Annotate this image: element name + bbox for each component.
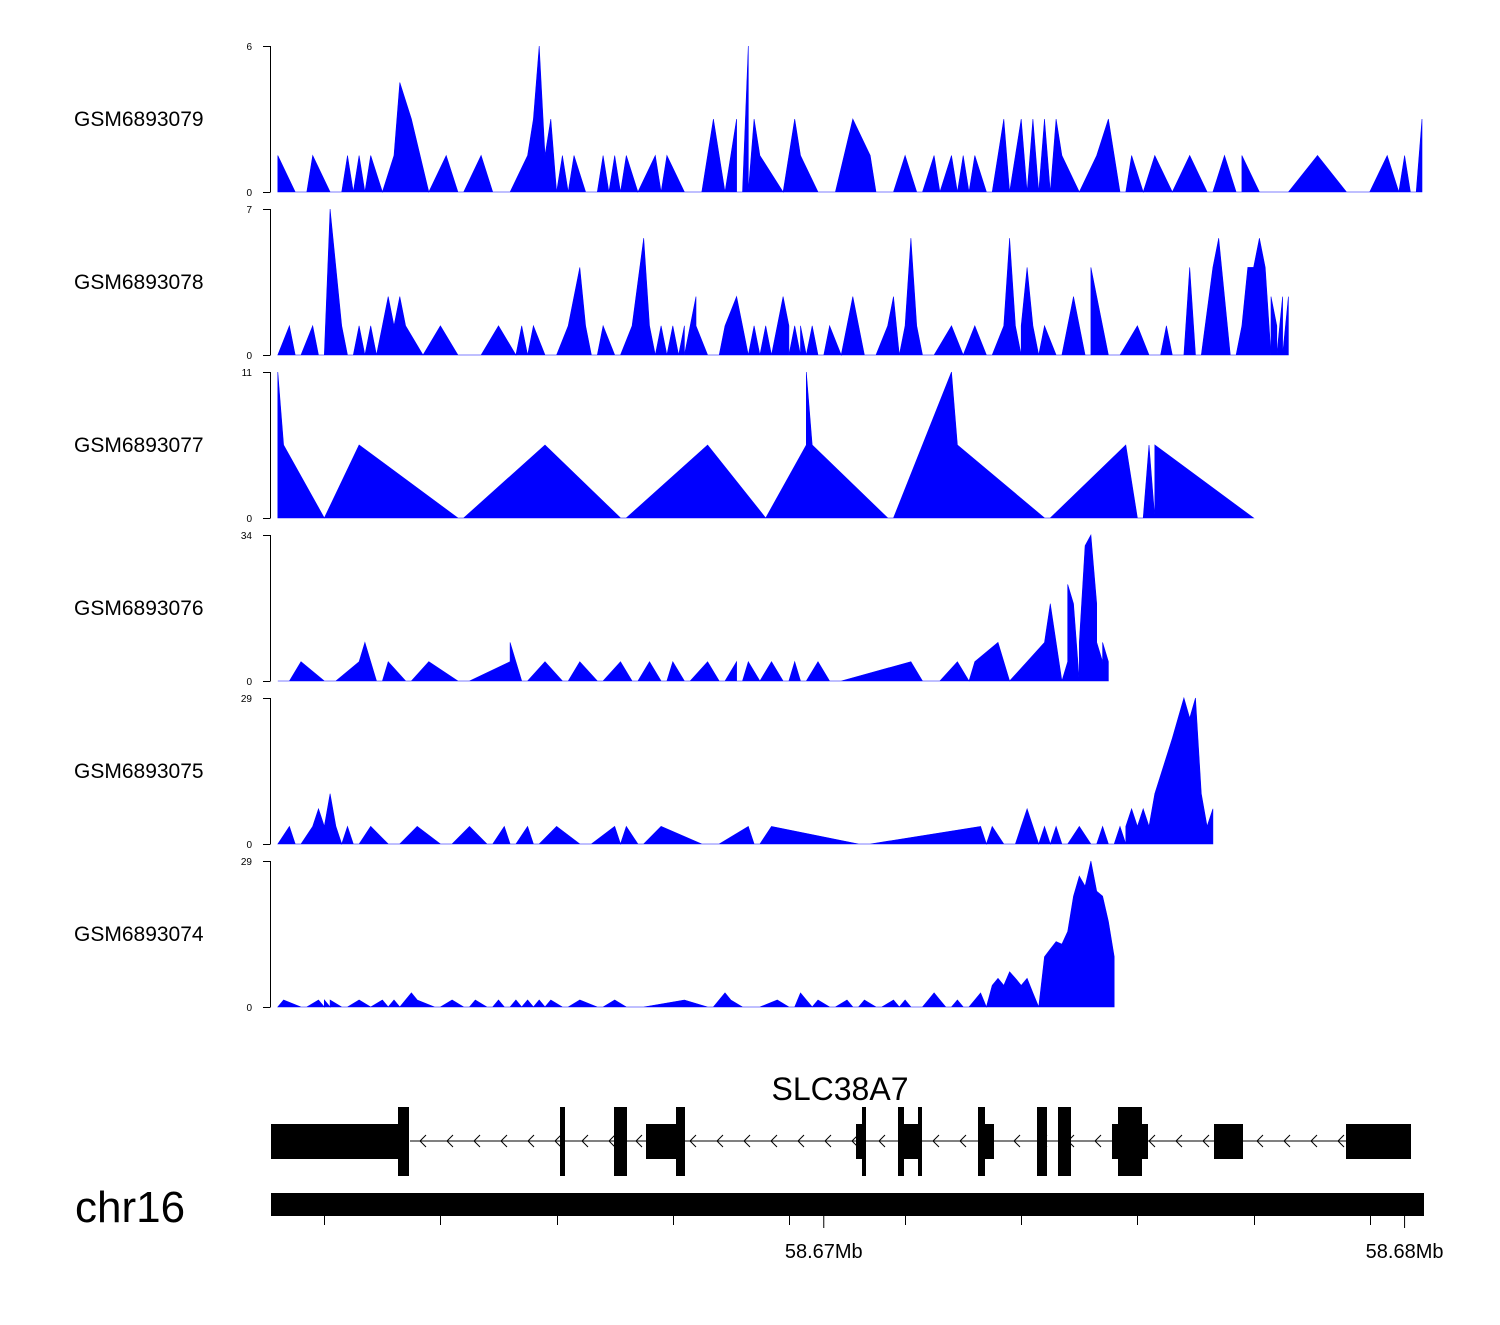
gene-name-label: SLC38A7	[772, 1071, 909, 1107]
exon-block	[398, 1107, 409, 1176]
y-tick-label-max: 7	[246, 205, 252, 216]
strand-chevron	[824, 1134, 832, 1148]
strand-chevron	[527, 1134, 535, 1148]
coverage-track: GSM6893076 34 0	[74, 531, 1109, 688]
exon-block	[918, 1107, 922, 1176]
chromosome-label: chr16	[75, 1183, 185, 1232]
strand-chevron	[1310, 1134, 1318, 1148]
y-tick-label-min: 0	[246, 1003, 252, 1014]
strand-chevron	[1256, 1134, 1264, 1148]
y-tick-label-max: 29	[241, 857, 253, 868]
coverage-area	[277, 533, 1109, 682]
exon-block	[984, 1124, 994, 1159]
strand-chevron	[797, 1134, 805, 1148]
coverage-area	[277, 208, 1289, 357]
strand-chevron	[878, 1134, 886, 1148]
exon-block	[898, 1107, 904, 1176]
strand-chevron	[554, 1134, 562, 1148]
x-tick-label: 58.67Mb	[785, 1241, 863, 1263]
track-label: GSM6893079	[74, 108, 204, 131]
y-tick-label-max: 11	[242, 368, 253, 379]
coverage-area	[277, 696, 1214, 845]
track-label: GSM6893077	[74, 434, 204, 457]
coverage-track: GSM6893079 6 0	[74, 42, 1423, 199]
y-tick-label-max: 29	[241, 694, 253, 705]
coverage-track: GSM6893078 7 0	[74, 205, 1289, 362]
strand-chevron	[1148, 1134, 1156, 1148]
track-label: GSM6893076	[74, 597, 204, 620]
exon-block	[1214, 1124, 1243, 1159]
exon-block	[646, 1124, 677, 1159]
strand-chevron	[581, 1134, 589, 1148]
exon-block	[1118, 1107, 1142, 1176]
y-tick-label-min: 0	[246, 188, 252, 199]
strand-chevron	[689, 1134, 697, 1148]
exon-block	[1346, 1124, 1411, 1159]
coverage-track: GSM6893075 29 0	[74, 694, 1214, 851]
y-tick-label-min: 0	[246, 514, 252, 525]
strand-chevron	[608, 1134, 616, 1148]
exon-block	[614, 1107, 627, 1176]
exon-block	[676, 1107, 685, 1176]
exon-block	[1058, 1107, 1071, 1176]
tracks-layer: GSM689307960GSM689307870GSM6893077110GSM…	[74, 42, 1423, 1014]
strand-chevron	[446, 1134, 454, 1148]
y-tick-label-min: 0	[246, 677, 252, 688]
exon-block	[1037, 1107, 1047, 1176]
coverage-area	[277, 371, 1255, 519]
coverage-track: GSM6893074 29 0	[74, 857, 1115, 1014]
strand-chevron	[473, 1134, 481, 1148]
y-tick-label-max: 6	[246, 42, 252, 53]
strand-chevron	[1094, 1134, 1102, 1148]
track-label: GSM6893075	[74, 760, 204, 783]
exon-block	[856, 1124, 864, 1159]
strand-chevron	[959, 1134, 967, 1148]
strand-chevron	[1337, 1134, 1345, 1148]
y-tick-label-min: 0	[246, 840, 252, 851]
exon-block	[862, 1107, 866, 1176]
strand-chevron	[500, 1134, 508, 1148]
track-label: GSM6893074	[74, 923, 204, 946]
chromosome-bar	[271, 1193, 1424, 1216]
exon-block	[560, 1107, 565, 1176]
genome-axis: chr16 58.67Mb 58.68Mb	[75, 1183, 1443, 1263]
strand-chevron	[716, 1134, 724, 1148]
strand-chevron	[770, 1134, 778, 1148]
y-tick-label-max: 34	[241, 531, 253, 542]
coverage-area	[277, 860, 1115, 1008]
coverage-area	[277, 45, 1423, 193]
strand-chevron	[419, 1134, 427, 1148]
track-label: GSM6893078	[74, 271, 204, 294]
strand-chevron	[635, 1134, 643, 1148]
exon-block	[271, 1124, 399, 1159]
x-tick-label: 58.68Mb	[1366, 1241, 1444, 1263]
strand-chevron	[1202, 1134, 1210, 1148]
strand-chevron	[1175, 1134, 1183, 1148]
strand-chevron	[932, 1134, 940, 1148]
y-tick-label-min: 0	[246, 351, 252, 362]
strand-chevron	[1283, 1134, 1291, 1148]
strand-chevron	[1013, 1134, 1021, 1148]
coverage-track: GSM6893077 11 0	[74, 368, 1255, 525]
gene-model: SLC38A7	[271, 1071, 1411, 1176]
exon-block	[978, 1107, 985, 1176]
strand-chevron	[743, 1134, 751, 1148]
